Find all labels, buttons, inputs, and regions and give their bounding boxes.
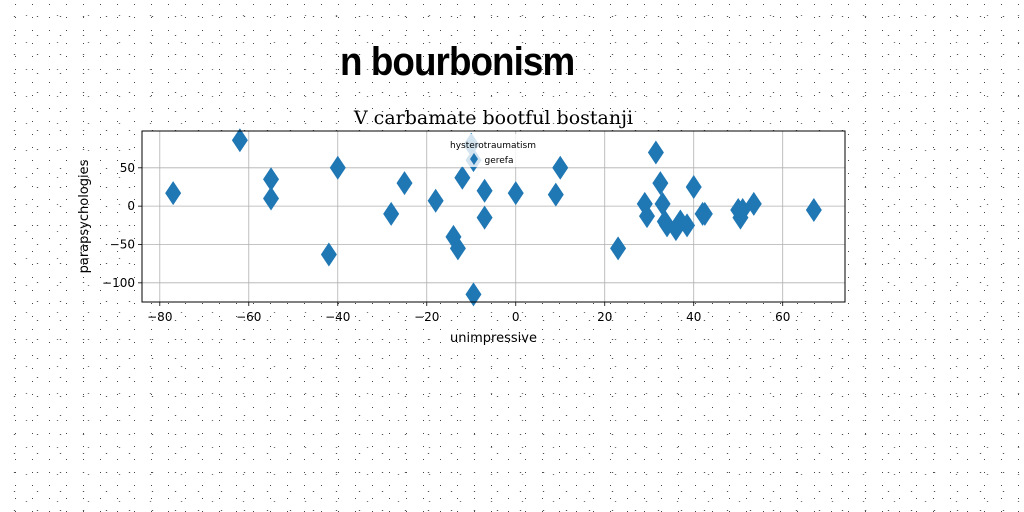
x-tick-label: 60 (775, 310, 790, 324)
y-tick-label: 50 (120, 161, 135, 175)
data-point (805, 197, 822, 222)
x-axis-label: unimpressive (450, 331, 537, 346)
data-point (329, 155, 346, 180)
data-point (639, 204, 656, 229)
data-point (679, 213, 696, 238)
x-tick-label: −20 (414, 310, 439, 324)
data-point (165, 181, 182, 206)
data-point (547, 182, 564, 207)
x-tick-label: 20 (597, 310, 612, 324)
x-tick-label: 0 (512, 310, 520, 324)
legend-marker (470, 153, 478, 165)
chart-title: V carbamate bootful bostanji (353, 107, 633, 129)
data-point (449, 236, 466, 261)
data-point (552, 155, 569, 180)
data-point (654, 191, 671, 216)
data-point (320, 242, 337, 267)
data-point (476, 205, 493, 230)
x-tick-label: −80 (147, 310, 172, 324)
axis-ticks: −80 −60 −40 −20 0 20 40 60 −100 −50 0 50 (102, 161, 790, 324)
data-point (685, 174, 702, 199)
legend-entry: gerefa (485, 156, 514, 166)
data-point (465, 282, 482, 307)
data-point (427, 188, 444, 213)
data-point (745, 191, 762, 216)
y-tick-label: −100 (102, 276, 135, 290)
data-point (647, 140, 664, 165)
data-point (263, 186, 280, 211)
data-point (263, 167, 280, 192)
x-tick-label: 40 (686, 310, 701, 324)
x-tick-label: −60 (236, 310, 261, 324)
data-point (610, 236, 627, 261)
y-tick-label: −50 (110, 237, 135, 251)
figure-title: n bourbonism (340, 40, 575, 84)
y-axis-label: parapsychologies (77, 159, 92, 273)
data-point (696, 201, 713, 226)
data-point (652, 171, 669, 196)
plot-frame (141, 130, 846, 303)
data-point (507, 181, 524, 206)
data-point (396, 171, 413, 196)
data-point (383, 201, 400, 226)
data-point (231, 128, 248, 153)
y-tick-label: 0 (127, 199, 135, 213)
legend-box (444, 134, 544, 167)
legend-entry: hysterotraumatism (450, 141, 536, 151)
data-point (476, 178, 493, 203)
data-point (454, 165, 471, 190)
x-tick-label: −40 (325, 310, 350, 324)
legend: hysterotraumatism gerefa (444, 134, 544, 167)
